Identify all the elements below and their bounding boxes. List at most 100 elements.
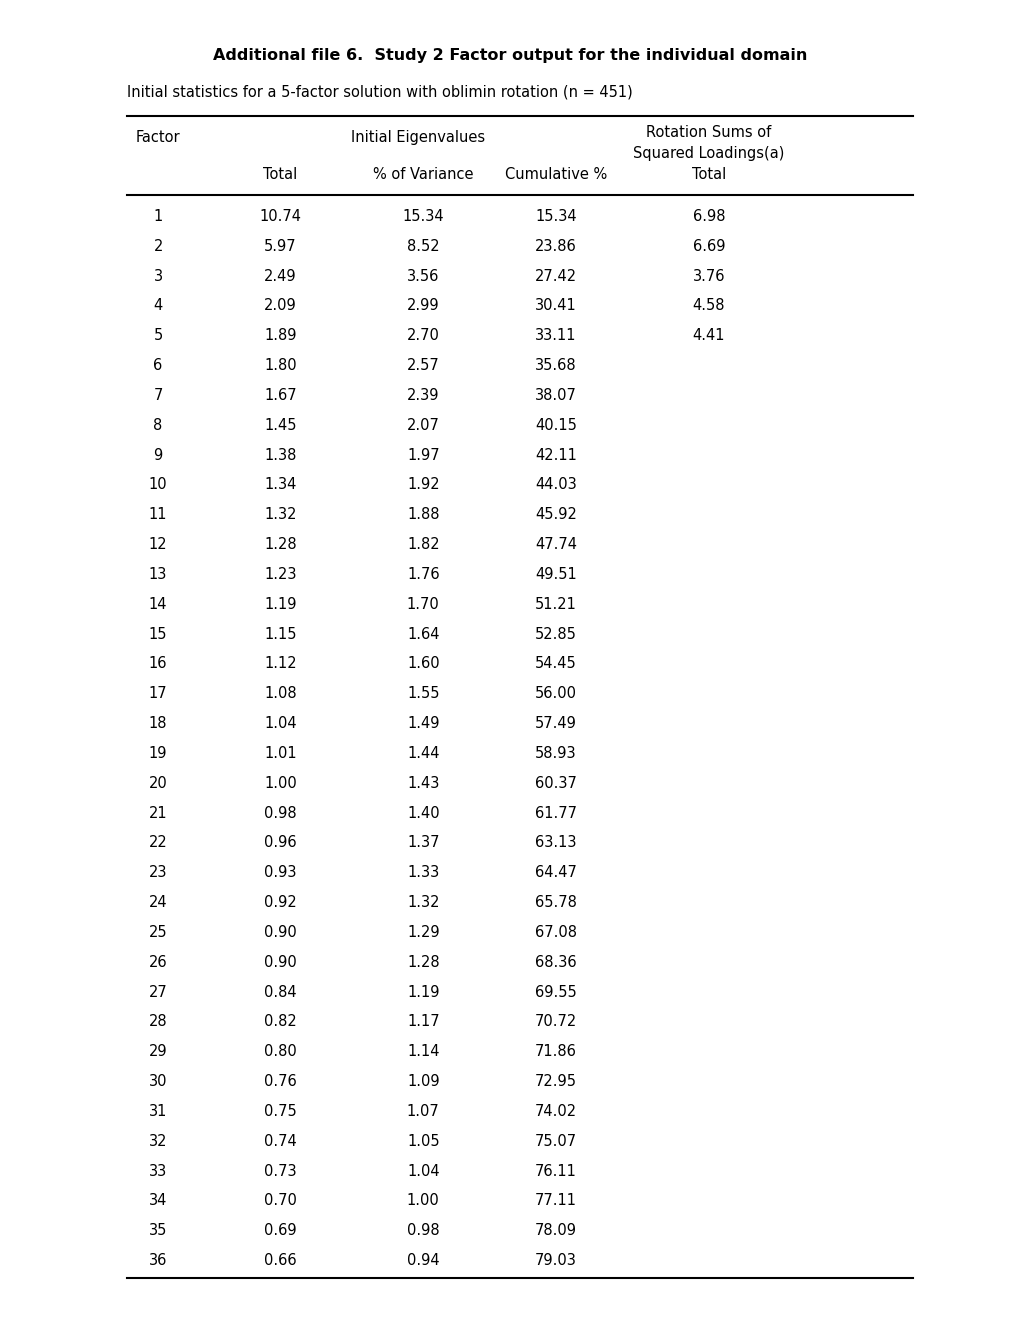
Text: Initial statistics for a 5-factor solution with oblimin rotation (n = 451): Initial statistics for a 5-factor soluti…	[127, 84, 633, 99]
Text: 1.23: 1.23	[264, 568, 297, 582]
Text: 17: 17	[149, 686, 167, 701]
Text: 70.72: 70.72	[534, 1015, 577, 1030]
Text: 1.60: 1.60	[407, 656, 439, 672]
Text: 1.29: 1.29	[407, 925, 439, 940]
Text: 8.52: 8.52	[407, 239, 439, 253]
Text: 1.82: 1.82	[407, 537, 439, 552]
Text: 23: 23	[149, 866, 167, 880]
Text: 47.74: 47.74	[534, 537, 577, 552]
Text: 1.14: 1.14	[407, 1044, 439, 1059]
Text: 74.02: 74.02	[534, 1104, 577, 1119]
Text: 23.86: 23.86	[535, 239, 576, 253]
Text: 1.19: 1.19	[264, 597, 297, 611]
Text: 0.92: 0.92	[264, 895, 297, 909]
Text: 4: 4	[153, 298, 163, 313]
Text: 1.34: 1.34	[264, 478, 297, 492]
Text: 36: 36	[149, 1253, 167, 1269]
Text: 2.57: 2.57	[407, 358, 439, 374]
Text: 1.00: 1.00	[407, 1193, 439, 1208]
Text: 45.92: 45.92	[534, 507, 577, 523]
Text: 28: 28	[149, 1015, 167, 1030]
Text: 10.74: 10.74	[259, 209, 302, 224]
Text: 1.04: 1.04	[407, 1164, 439, 1179]
Text: 1.76: 1.76	[407, 568, 439, 582]
Text: 30.41: 30.41	[535, 298, 576, 313]
Text: 3.76: 3.76	[692, 269, 725, 284]
Text: 0.84: 0.84	[264, 985, 297, 999]
Text: 1: 1	[153, 209, 163, 224]
Text: 51.21: 51.21	[534, 597, 577, 611]
Text: 1.01: 1.01	[264, 746, 297, 760]
Text: 1.49: 1.49	[407, 717, 439, 731]
Text: 25: 25	[149, 925, 167, 940]
Text: 1.04: 1.04	[264, 717, 297, 731]
Text: 0.96: 0.96	[264, 836, 297, 850]
Text: 1.28: 1.28	[264, 537, 297, 552]
Text: 1.07: 1.07	[407, 1104, 439, 1119]
Text: 1.17: 1.17	[407, 1015, 439, 1030]
Text: 0.98: 0.98	[407, 1224, 439, 1238]
Text: 38.07: 38.07	[534, 388, 577, 403]
Text: 0.93: 0.93	[264, 866, 297, 880]
Text: 34: 34	[149, 1193, 167, 1208]
Text: 1.92: 1.92	[407, 478, 439, 492]
Text: 60.37: 60.37	[534, 776, 577, 791]
Text: 12: 12	[149, 537, 167, 552]
Text: 0.66: 0.66	[264, 1253, 297, 1269]
Text: 16: 16	[149, 656, 167, 672]
Text: Total: Total	[691, 166, 726, 182]
Text: 1.15: 1.15	[264, 627, 297, 642]
Text: 4.41: 4.41	[692, 329, 725, 343]
Text: 31: 31	[149, 1104, 167, 1119]
Text: 27.42: 27.42	[534, 269, 577, 284]
Text: 1.89: 1.89	[264, 329, 297, 343]
Text: 1.32: 1.32	[264, 507, 297, 523]
Text: 0.76: 0.76	[264, 1074, 297, 1089]
Text: 69.55: 69.55	[535, 985, 576, 999]
Text: 30: 30	[149, 1074, 167, 1089]
Text: 22: 22	[149, 836, 167, 850]
Text: 79.03: 79.03	[534, 1253, 577, 1269]
Text: 1.97: 1.97	[407, 447, 439, 462]
Text: 4.58: 4.58	[692, 298, 725, 313]
Text: 40.15: 40.15	[534, 418, 577, 433]
Text: 6: 6	[153, 358, 163, 374]
Text: 56.00: 56.00	[534, 686, 577, 701]
Text: Factor: Factor	[136, 129, 180, 145]
Text: 2.70: 2.70	[407, 329, 439, 343]
Text: 0.94: 0.94	[407, 1253, 439, 1269]
Text: 0.90: 0.90	[264, 954, 297, 970]
Text: 1.80: 1.80	[264, 358, 297, 374]
Text: 0.80: 0.80	[264, 1044, 297, 1059]
Text: 1.28: 1.28	[407, 954, 439, 970]
Text: 9: 9	[153, 447, 163, 462]
Text: Total: Total	[263, 166, 298, 182]
Text: 32: 32	[149, 1134, 167, 1148]
Text: 1.55: 1.55	[407, 686, 439, 701]
Text: 2.99: 2.99	[407, 298, 439, 313]
Text: 35: 35	[149, 1224, 167, 1238]
Text: 57.49: 57.49	[534, 717, 577, 731]
Text: 49.51: 49.51	[535, 568, 576, 582]
Text: 33: 33	[149, 1164, 167, 1179]
Text: 0.75: 0.75	[264, 1104, 297, 1119]
Text: 1.37: 1.37	[407, 836, 439, 850]
Text: 1.70: 1.70	[407, 597, 439, 611]
Text: 1.88: 1.88	[407, 507, 439, 523]
Text: 54.45: 54.45	[535, 656, 576, 672]
Text: 58.93: 58.93	[535, 746, 576, 760]
Text: 27: 27	[149, 985, 167, 999]
Text: 77.11: 77.11	[534, 1193, 577, 1208]
Text: 0.74: 0.74	[264, 1134, 297, 1148]
Text: 64.47: 64.47	[534, 866, 577, 880]
Text: 71.86: 71.86	[534, 1044, 577, 1059]
Text: 3: 3	[154, 269, 162, 284]
Text: 78.09: 78.09	[534, 1224, 577, 1238]
Text: 1.00: 1.00	[264, 776, 297, 791]
Text: 15.34: 15.34	[535, 209, 576, 224]
Text: 26: 26	[149, 954, 167, 970]
Text: 0.73: 0.73	[264, 1164, 297, 1179]
Text: Additional file 6.  Study 2 Factor output for the individual domain: Additional file 6. Study 2 Factor output…	[213, 48, 806, 62]
Text: 19: 19	[149, 746, 167, 760]
Text: 15: 15	[149, 627, 167, 642]
